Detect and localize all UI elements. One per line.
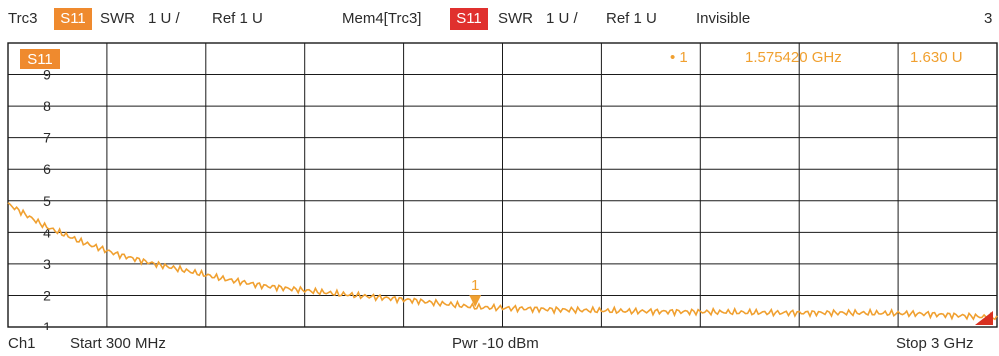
- diagram-area[interactable]: 1 2 3 4 5 6 7 8 9 1 S11 • 1 1.575420 GHz 1.630 U: [0, 36, 999, 335]
- y-tick-label: 2: [43, 287, 51, 303]
- channel-label[interactable]: Ch1: [8, 335, 36, 352]
- trace-ref[interactable]: Ref 1 U: [212, 10, 263, 27]
- grid: [7, 42, 998, 328]
- y-tick-label: 4: [43, 224, 51, 240]
- power-level[interactable]: Pwr -10 dBm: [452, 335, 539, 352]
- memory-state: Invisible: [696, 10, 751, 27]
- memory-param-badge[interactable]: S11: [450, 8, 488, 30]
- trace-header: Trc3 S11 SWR 1 U / Ref 1 U Mem4[Trc3] S1…: [0, 0, 999, 36]
- trace-scale[interactable]: 1 U /: [148, 10, 180, 27]
- channel-footer: Ch1 Start 300 MHz Pwr -10 dBm Stop 3 GHz: [0, 330, 999, 356]
- swr-chart[interactable]: 1 2 3 4 5 6 7 8 9 1 S11 • 1 1.575420 GHz 1.630 U: [0, 36, 999, 335]
- y-tick-label: 5: [43, 193, 51, 209]
- y-tick-label: 1: [43, 319, 51, 330]
- memory-format[interactable]: SWR: [498, 10, 533, 27]
- y-tick-label: 3: [43, 256, 51, 272]
- marker-1[interactable]: 1: [469, 277, 482, 308]
- marker-info-value: 1.630 U: [910, 49, 963, 66]
- trace-tag[interactable]: S11: [20, 49, 60, 69]
- memory-ref[interactable]: Ref 1 U: [606, 10, 657, 27]
- memory-scale[interactable]: 1 U /: [546, 10, 578, 27]
- end-marker-icon: [975, 311, 993, 325]
- marker-1-label: 1: [471, 277, 479, 294]
- marker-info-frequency: 1.575420 GHz: [745, 49, 842, 66]
- stop-frequency[interactable]: Stop 3 GHz: [896, 335, 974, 352]
- y-tick-label: 9: [43, 67, 51, 83]
- y-tick-label: 6: [43, 161, 51, 177]
- trace-param-badge[interactable]: S11: [54, 8, 92, 30]
- window-number: 3: [984, 10, 993, 27]
- memory-trace-name[interactable]: Mem4[Trc3]: [342, 10, 422, 27]
- marker-info-id: • 1: [670, 49, 688, 66]
- trace-tag-label: S11: [27, 51, 53, 68]
- y-tick-label: 8: [43, 98, 51, 114]
- s11-trace-line[interactable]: [7, 202, 998, 322]
- trace-name[interactable]: Trc3: [8, 10, 38, 27]
- marker-1-triangle-icon[interactable]: [469, 295, 482, 308]
- y-tick-label: 7: [43, 130, 51, 146]
- start-frequency[interactable]: Start 300 MHz: [70, 335, 166, 352]
- trace-format[interactable]: SWR: [100, 10, 135, 27]
- y-tick-labels: 1 2 3 4 5 6 7 8 9: [43, 67, 51, 335]
- marker-info-panel: • 1 1.575420 GHz 1.630 U: [670, 49, 963, 66]
